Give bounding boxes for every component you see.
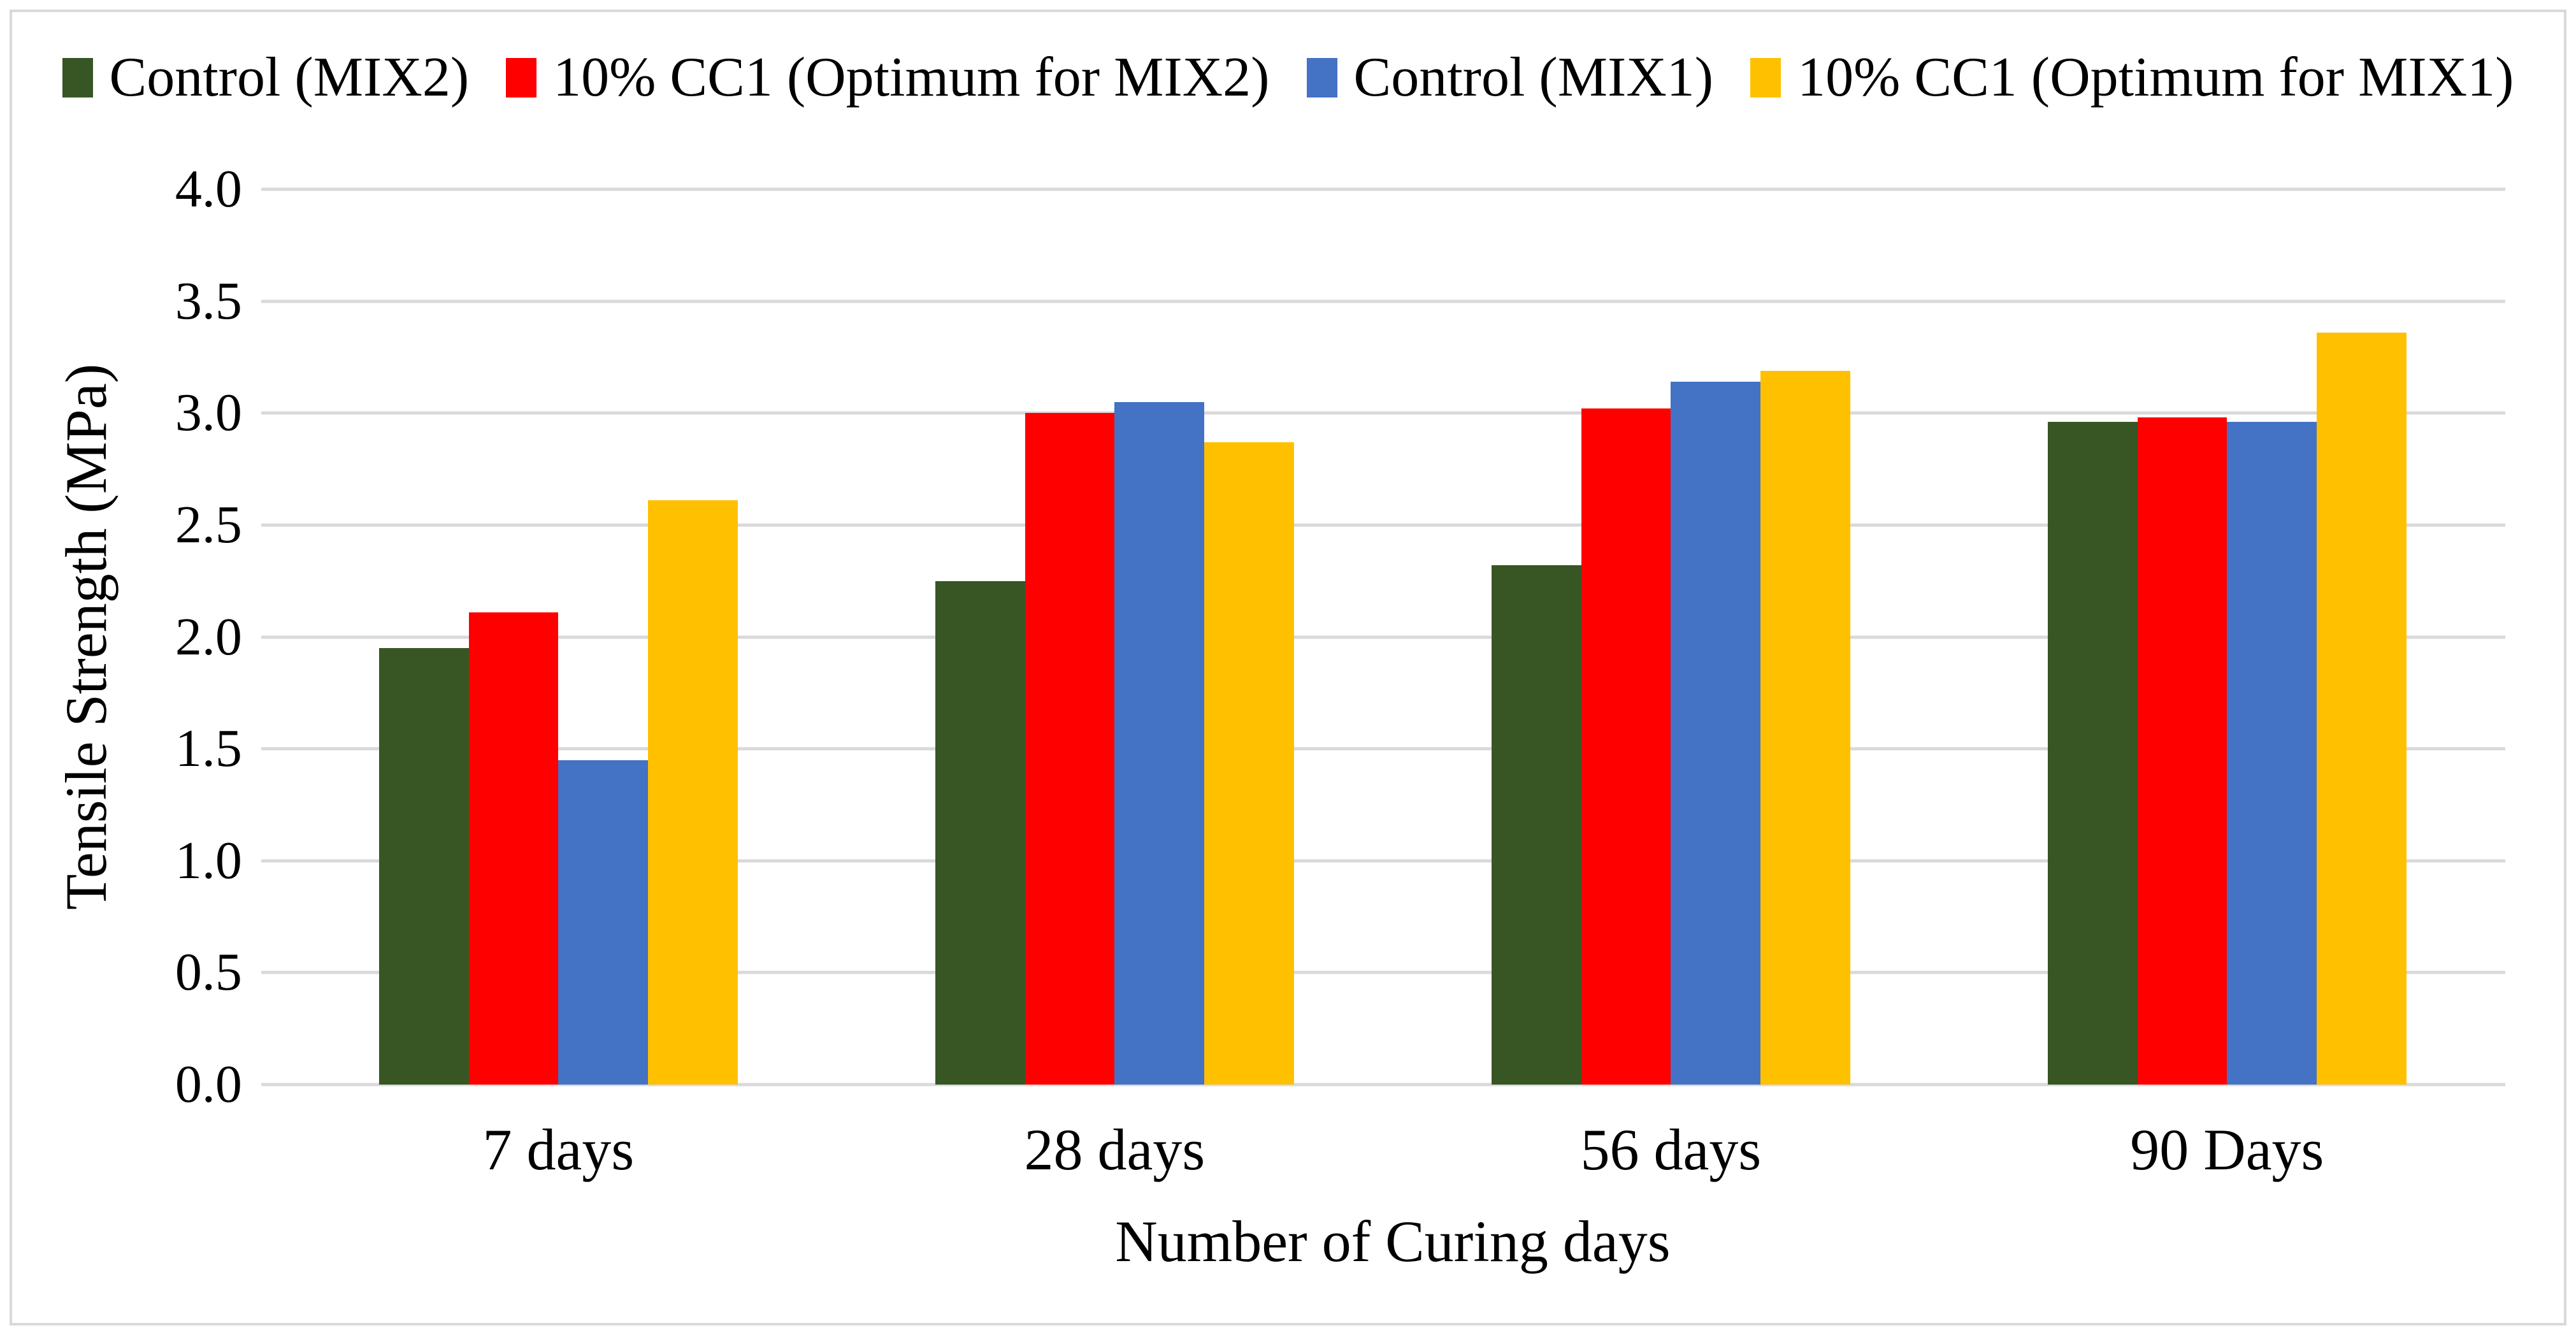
y-tick-label: 2.0 — [175, 607, 242, 667]
y-tick-label: 0.0 — [175, 1054, 242, 1114]
bar — [2137, 417, 2227, 1085]
bar — [2317, 332, 2407, 1085]
y-tick-mark — [261, 523, 280, 527]
bar — [935, 581, 1025, 1085]
bar-group — [1393, 189, 1949, 1085]
bar — [468, 612, 559, 1085]
plot-area — [280, 187, 2505, 1086]
legend-label: 10% CC1 (Optimum for MIX2) — [553, 47, 1270, 108]
y-tick-mark — [261, 299, 280, 303]
y-tick-mark — [261, 411, 280, 415]
x-category-label: 56 days — [1580, 1116, 1762, 1182]
y-tick-label: 1.0 — [175, 830, 242, 890]
y-tick-label: 1.5 — [175, 719, 242, 779]
y-tick-mark — [261, 1083, 280, 1086]
legend-label: 10% CC1 (Optimum for MIX1) — [1797, 47, 2514, 108]
x-category-label: 7 days — [482, 1116, 635, 1182]
bar — [1671, 382, 1761, 1085]
bar — [1114, 401, 1205, 1085]
y-tick-label: 0.5 — [175, 942, 242, 1002]
gridline — [280, 635, 2505, 639]
legend-item: Control (MIX1) — [1306, 47, 1714, 108]
legend-label: Control (MIX1) — [1353, 47, 1714, 108]
gridline — [280, 747, 2505, 751]
x-axis-title: Number of Curing days — [1115, 1209, 1671, 1274]
bar — [1760, 370, 1850, 1085]
legend-swatch-icon — [1750, 58, 1781, 97]
bar — [1581, 408, 1671, 1085]
x-axis-category-labels: 7 days 28 days 56 days 90 Days — [280, 1120, 2505, 1197]
gridline — [280, 411, 2505, 415]
gridline — [280, 299, 2505, 303]
legend-swatch-icon — [506, 58, 537, 97]
y-tick-label: 2.5 — [175, 494, 242, 554]
x-category-label: 28 days — [1024, 1116, 1205, 1182]
y-tick-mark — [261, 971, 280, 974]
bar — [2227, 422, 2317, 1085]
legend: Control (MIX2) 10% CC1 (Optimum for MIX2)… — [0, 50, 2576, 106]
y-tick-mark — [261, 859, 280, 863]
y-tick-label: 3.5 — [175, 271, 242, 331]
legend-item: Control (MIX2) — [62, 47, 470, 108]
bar — [1491, 565, 1581, 1085]
y-tick-label: 4.0 — [175, 159, 242, 219]
gridline — [280, 187, 2505, 191]
bar-group — [280, 189, 837, 1085]
bar-group — [837, 189, 1393, 1085]
bar — [2047, 422, 2138, 1085]
gridline — [280, 971, 2505, 974]
legend-item: 10% CC1 (Optimum for MIX1) — [1750, 50, 2514, 106]
bar — [648, 500, 738, 1085]
x-category-label: 90 Days — [2130, 1116, 2324, 1182]
gridline — [280, 1083, 2505, 1086]
gridline — [280, 859, 2505, 863]
legend-label: Control (MIX2) — [109, 47, 470, 108]
bar — [558, 760, 649, 1085]
y-tick-mark — [261, 635, 280, 639]
bar — [1204, 442, 1294, 1085]
gridline — [280, 523, 2505, 527]
legend-swatch-icon — [62, 58, 93, 97]
y-tick-label: 3.0 — [175, 383, 242, 443]
y-tick-mark — [261, 747, 280, 751]
y-axis-tick-labels: 0.0 0.5 1.0 1.5 2.0 2.5 3.0 3.5 4.0 — [0, 162, 242, 1111]
y-tick-mark — [261, 187, 280, 191]
bar — [1025, 413, 1115, 1085]
legend-swatch-icon — [1306, 58, 1337, 97]
legend-item: 10% CC1 (Optimum for MIX2) — [506, 47, 1270, 108]
bar-group — [1949, 189, 2505, 1085]
bar — [378, 648, 469, 1085]
